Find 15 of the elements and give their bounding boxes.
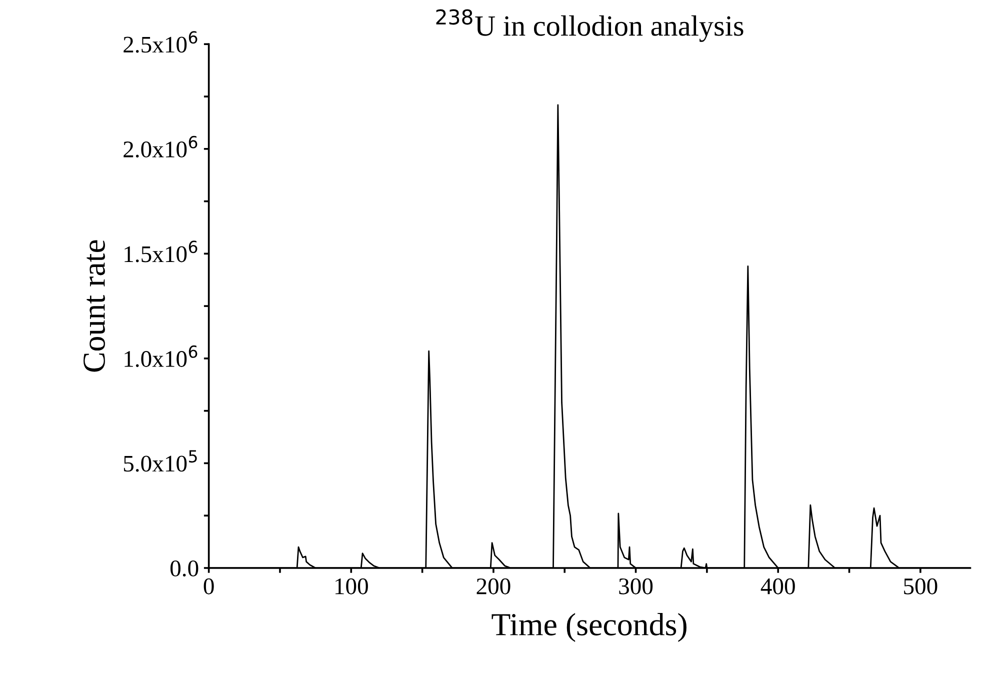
y-tick-label: 2.5x10$^{6}$ xyxy=(124,31,198,53)
x-tick-label: 200 xyxy=(476,578,510,594)
chart-title: $^{238}$U in collodion analysis xyxy=(436,9,744,42)
x-tick-label: 400 xyxy=(760,578,795,594)
x-tick-label: 0 xyxy=(204,578,214,594)
y-tick-label: 2.0x10$^{6}$ xyxy=(124,136,198,158)
y-tick-label: 1.5x10$^{6}$ xyxy=(124,240,198,262)
x-tick-label: 500 xyxy=(904,578,938,594)
y-axis-title: Count rate xyxy=(84,240,105,372)
y-tick-label: 1.0x10$^{6}$ xyxy=(124,345,198,368)
y-tick-label: 0.0 xyxy=(170,560,198,577)
x-tick-label: 300 xyxy=(619,578,653,594)
y-tick-label: 5.0x10$^{5}$ xyxy=(124,450,197,472)
x-tick-label: 100 xyxy=(336,578,368,594)
x-axis-title: Time (seconds) xyxy=(492,613,686,642)
